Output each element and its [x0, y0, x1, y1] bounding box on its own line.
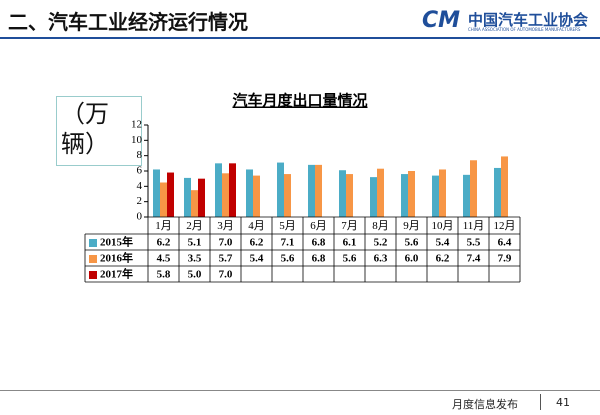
bar: [463, 174, 470, 217]
bar: [215, 163, 222, 217]
table-value: 6.3: [374, 253, 388, 265]
table-value: 6.2: [250, 237, 264, 249]
table-value: 6.8: [312, 253, 326, 265]
legend-label: 2016年: [100, 251, 133, 265]
x-tick-label: 10月: [432, 220, 454, 232]
x-tick-label: 6月: [310, 220, 327, 232]
table-value: 7.9: [498, 253, 512, 265]
table-value: 7.4: [467, 253, 481, 265]
bar: [346, 174, 353, 217]
x-tick-label: 9月: [403, 220, 420, 232]
logo-mark: CM: [422, 8, 461, 33]
logo-english: CHINA ASSOCIATION OF AUTOMOBILE MANUFACT…: [468, 27, 581, 32]
table-value: 5.7: [219, 253, 233, 265]
legend-swatch: [89, 271, 97, 279]
header-rule: [0, 37, 600, 39]
bar: [229, 163, 236, 217]
bar: [184, 177, 191, 217]
table-value: 7.0: [219, 237, 233, 249]
y-tick-label: 4: [137, 180, 143, 192]
page-number: 41: [556, 396, 570, 409]
bar: [501, 156, 508, 217]
footer-label: 月度信息发布: [452, 398, 518, 411]
bar: [160, 182, 167, 217]
table-value: 6.2: [436, 253, 450, 265]
bar: [494, 167, 501, 217]
footer-separator: [540, 394, 541, 410]
y-tick-label: 0: [137, 211, 143, 223]
table-value: 3.5: [188, 253, 202, 265]
table-value: 5.6: [343, 253, 357, 265]
table-value: 6.0: [405, 253, 419, 265]
table-value: 4.5: [157, 253, 171, 265]
y-tick-label: 2: [137, 195, 143, 207]
table-value: 5.2: [374, 237, 388, 249]
bar: [377, 168, 384, 217]
x-tick-label: 11月: [463, 220, 485, 232]
bar: [246, 169, 253, 217]
y-tick-label: 12: [131, 119, 142, 131]
table-value: 5.6: [281, 253, 295, 265]
x-tick-label: 7月: [341, 220, 358, 232]
table-value: 6.8: [312, 237, 326, 249]
y-tick-label: 10: [131, 134, 143, 146]
bar: [284, 174, 291, 217]
chart-title: 汽车月度出口量情况: [232, 92, 367, 110]
legend-swatch: [89, 239, 97, 247]
table-value: 5.4: [436, 237, 450, 249]
bar: [315, 164, 322, 217]
bar: [370, 177, 377, 217]
logo-name: 中国汽车工业协会: [468, 11, 589, 29]
x-tick-label: 8月: [372, 220, 389, 232]
slide-title: 二、汽车工业经济运行情况: [8, 10, 248, 34]
y-tick-label: 8: [137, 149, 143, 161]
bar: [167, 172, 174, 217]
bar: [222, 173, 229, 217]
bar: [153, 169, 160, 217]
table-value: 6.1: [343, 237, 357, 249]
x-tick-label: 3月: [217, 220, 234, 232]
bar: [408, 171, 415, 217]
x-tick-label: 2月: [186, 220, 203, 232]
table-value: 5.6: [405, 237, 419, 249]
table-value: 5.1: [188, 237, 202, 249]
bar: [339, 170, 346, 217]
bar: [470, 160, 477, 217]
table-value: 5.4: [250, 253, 264, 265]
x-tick-label: 4月: [248, 220, 265, 232]
x-tick-label: 12月: [494, 220, 516, 232]
footer-rule: [0, 390, 600, 391]
bar: [198, 178, 205, 217]
table-value: 7.0: [219, 269, 233, 281]
legend-label: 2015年: [100, 235, 133, 249]
table-value: 5.0: [188, 269, 202, 281]
bar: [253, 175, 260, 217]
x-tick-label: 1月: [155, 220, 172, 232]
table-value: 5.8: [157, 269, 171, 281]
table-value: 5.5: [467, 237, 481, 249]
table-value: 6.4: [498, 237, 512, 249]
bar: [277, 162, 284, 217]
y-axis-label: （万辆）: [56, 96, 142, 166]
bar: [432, 175, 439, 217]
bar: [308, 164, 315, 217]
y-tick-label: 6: [137, 165, 143, 177]
table-value: 6.2: [157, 237, 171, 249]
bar: [401, 174, 408, 217]
bar: [191, 190, 198, 217]
legend-label: 2017年: [100, 267, 133, 281]
x-tick-label: 5月: [279, 220, 296, 232]
bar: [439, 169, 446, 217]
table-value: 7.1: [281, 237, 295, 249]
legend-swatch: [89, 255, 97, 263]
